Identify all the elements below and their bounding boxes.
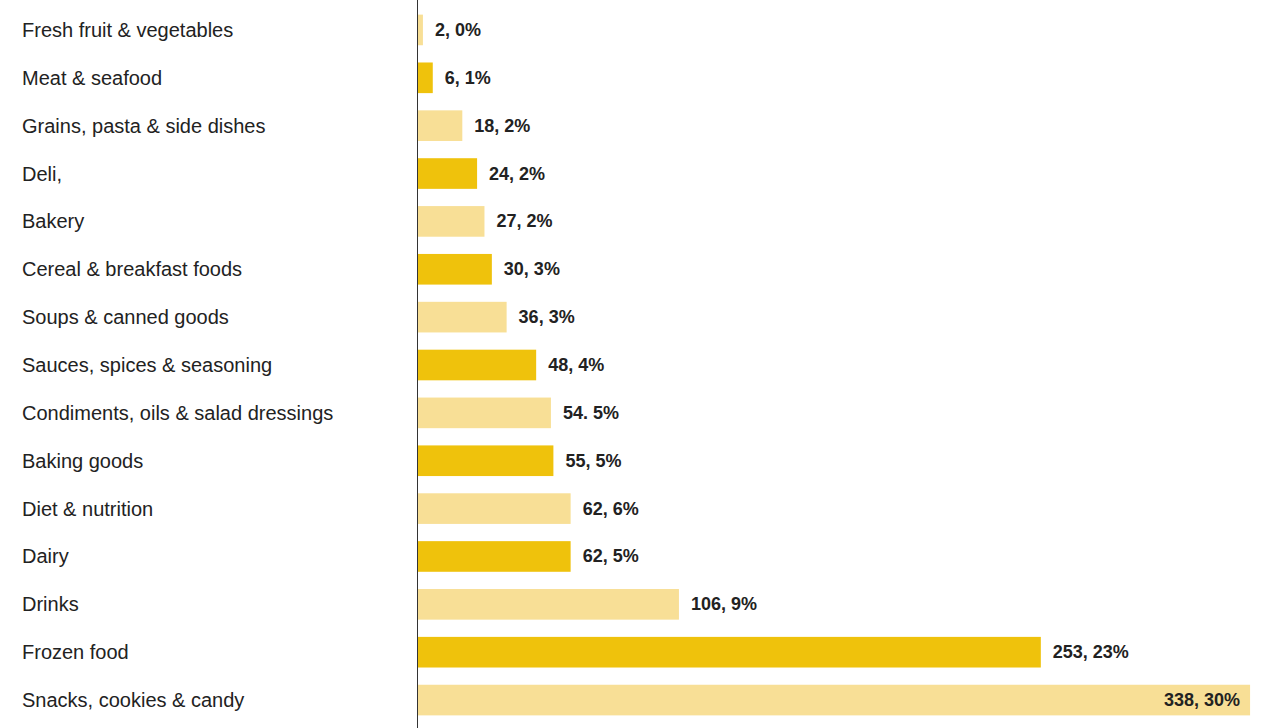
data-label: 62, 5% xyxy=(583,546,639,566)
data-label: 27, 2% xyxy=(496,211,552,231)
category-label: Dairy xyxy=(22,545,69,567)
category-label: Sauces, spices & seasoning xyxy=(22,354,272,376)
category-label: Condiments, oils & salad dressings xyxy=(22,402,333,424)
data-label: 24, 2% xyxy=(489,164,545,184)
data-label: 2, 0% xyxy=(435,20,481,40)
data-label: 253, 23% xyxy=(1053,642,1129,662)
category-label: Cereal & breakfast foods xyxy=(22,258,242,280)
data-label: 54. 5% xyxy=(563,403,619,423)
axis-line xyxy=(417,0,418,728)
category-labels: Fresh fruit & vegetables Meat & seafood Gr… xyxy=(22,19,333,711)
bar xyxy=(418,493,571,524)
data-labels: 2, 0% 6, 1% 18, 2% 24, 2% 27, 2% 30, 3% 36, 3%… xyxy=(435,20,1240,710)
category-label: Frozen food xyxy=(22,641,129,663)
data-label: 55, 5% xyxy=(565,451,621,471)
data-label: 30, 3% xyxy=(504,259,560,279)
data-label: 6, 1% xyxy=(445,68,491,88)
data-label: 36, 3% xyxy=(519,307,575,327)
category-label: Meat & seafood xyxy=(22,67,162,89)
data-label: 62, 6% xyxy=(583,499,639,519)
bar xyxy=(418,685,1250,716)
bar xyxy=(418,302,507,333)
data-label: 338, 30% xyxy=(1164,690,1240,710)
bar xyxy=(418,110,462,141)
bar xyxy=(418,445,553,476)
bar xyxy=(418,541,571,572)
bar xyxy=(418,398,551,429)
category-label: Grains, pasta & side dishes xyxy=(22,115,265,137)
category-label: Diet & nutrition xyxy=(22,498,153,520)
bar xyxy=(418,637,1041,668)
bar xyxy=(418,206,484,237)
category-label: Fresh fruit & vegetables xyxy=(22,19,233,41)
bar xyxy=(418,62,433,93)
category-label: Snacks, cookies & candy xyxy=(22,689,244,711)
chart: Fresh fruit & vegetables Meat & seafood Gr… xyxy=(0,0,1266,728)
bar xyxy=(418,350,536,381)
bar xyxy=(418,158,477,189)
bar xyxy=(418,254,492,285)
data-label: 18, 2% xyxy=(474,116,530,136)
category-label: Soups & canned goods xyxy=(22,306,229,328)
data-label: 48, 4% xyxy=(548,355,604,375)
category-label: Bakery xyxy=(22,210,84,232)
category-label: Drinks xyxy=(22,593,79,615)
category-label: Deli, xyxy=(22,163,62,185)
bar xyxy=(418,15,423,46)
category-label: Baking goods xyxy=(22,450,143,472)
bars xyxy=(418,15,1250,716)
bar xyxy=(418,589,679,620)
data-label: 106, 9% xyxy=(691,594,757,614)
